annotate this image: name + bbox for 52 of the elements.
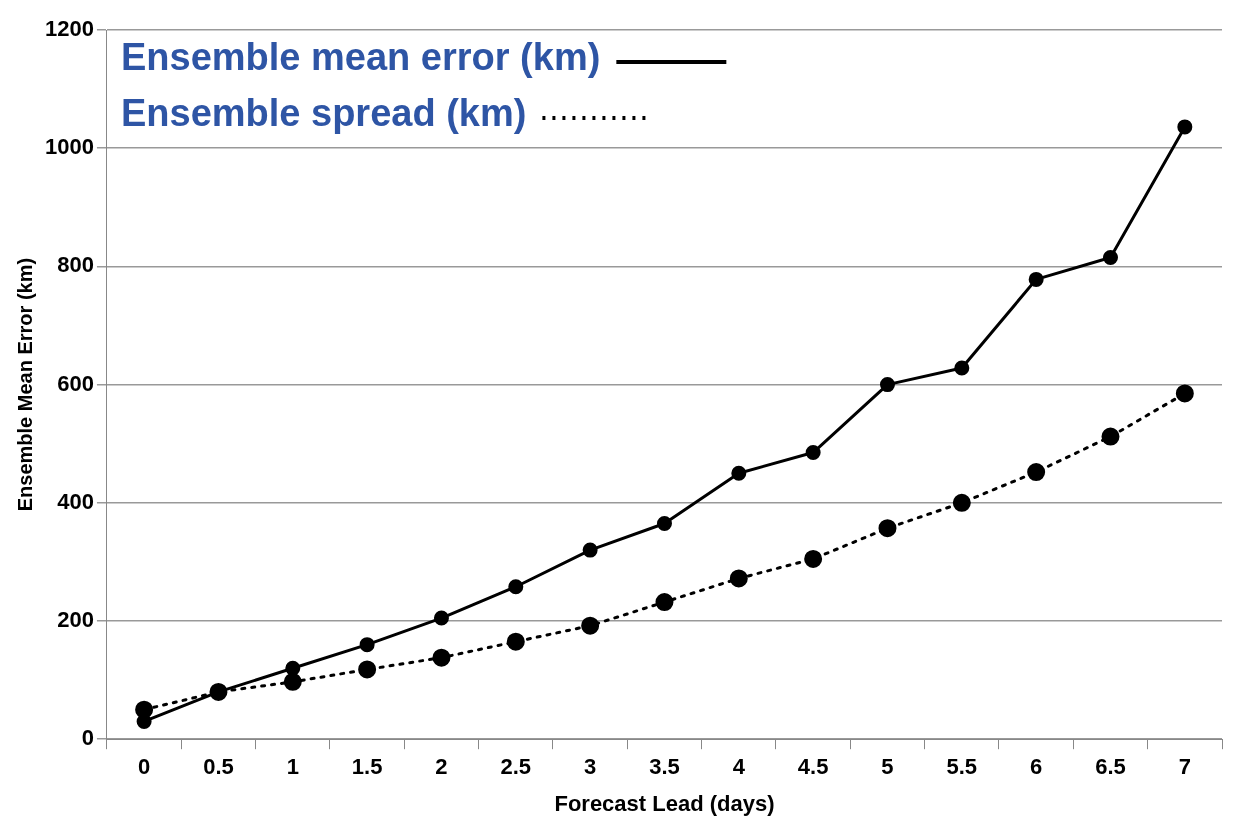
point bbox=[581, 616, 600, 635]
y-tick-label: 800 bbox=[57, 252, 94, 278]
point bbox=[433, 610, 449, 626]
x-tick-label: 5 bbox=[881, 754, 894, 780]
y-tick-label: 200 bbox=[57, 607, 94, 633]
point bbox=[1175, 384, 1194, 403]
point bbox=[655, 593, 674, 612]
point bbox=[1027, 463, 1046, 482]
y-tick-label: 0 bbox=[81, 725, 94, 751]
x-tick-label: 3 bbox=[584, 754, 597, 780]
point bbox=[729, 569, 748, 588]
point bbox=[508, 579, 524, 595]
legend-label: Ensemble mean error (km) bbox=[120, 36, 601, 79]
point bbox=[805, 445, 821, 461]
x-axis-title: Forecast Lead (days) bbox=[554, 790, 775, 816]
x-tick-label: 4.5 bbox=[797, 754, 829, 780]
x-tick-label: 2.5 bbox=[500, 754, 532, 780]
point bbox=[285, 660, 301, 676]
point bbox=[358, 660, 377, 679]
point bbox=[731, 465, 747, 481]
point bbox=[1101, 427, 1120, 446]
y-tick-label: 400 bbox=[57, 488, 94, 514]
x-tick-label: 5.5 bbox=[946, 754, 978, 780]
x-tick-label: 0.5 bbox=[203, 754, 234, 780]
point bbox=[804, 549, 823, 568]
point bbox=[878, 519, 897, 538]
x-tick-label: 2 bbox=[435, 754, 448, 780]
y-axis-title: Ensemble Mean Error (km) bbox=[13, 257, 36, 512]
x-tick-label: 6.5 bbox=[1095, 754, 1126, 780]
y-tick-label: 1000 bbox=[44, 134, 94, 160]
point bbox=[432, 648, 451, 667]
x-tick-label: 6 bbox=[1030, 754, 1043, 780]
point bbox=[952, 493, 971, 512]
point bbox=[1102, 250, 1118, 266]
y-tick-label: 600 bbox=[57, 370, 94, 396]
x-tick-label: 4 bbox=[732, 754, 746, 780]
x-tick-label: 7 bbox=[1178, 754, 1191, 780]
point bbox=[359, 637, 375, 653]
y-tick-label: 1200 bbox=[44, 16, 94, 42]
x-tick-label: 0 bbox=[137, 754, 151, 780]
legend-label: Ensemble spread (km) bbox=[120, 92, 527, 135]
point bbox=[1028, 271, 1044, 287]
point bbox=[283, 672, 302, 691]
x-tick-label: 3.5 bbox=[649, 754, 680, 780]
point bbox=[506, 632, 525, 651]
point bbox=[582, 542, 598, 558]
x-tick-label: 1 bbox=[286, 754, 299, 780]
point bbox=[656, 515, 672, 531]
point bbox=[954, 360, 970, 376]
point bbox=[1177, 119, 1193, 135]
point bbox=[879, 377, 895, 393]
x-tick-label: 1.5 bbox=[351, 754, 383, 780]
